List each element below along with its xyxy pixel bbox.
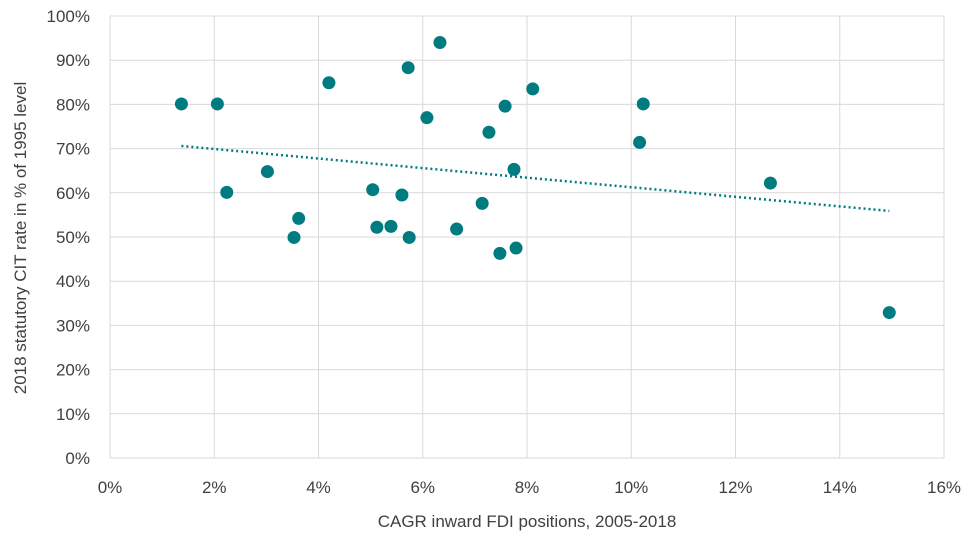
data-points bbox=[174, 36, 896, 320]
data-point bbox=[370, 220, 384, 234]
y-tick-label: 20% bbox=[56, 361, 90, 380]
data-point bbox=[210, 97, 224, 111]
data-point bbox=[260, 165, 274, 179]
y-tick-label: 0% bbox=[65, 449, 90, 468]
y-tick-label: 10% bbox=[56, 405, 90, 424]
tick-labels: 0% 10% 20% 30% 40% 50% 60% 70% 80% 90% 100% 0% 2% 4% 6… bbox=[47, 7, 962, 497]
x-tick-label: 12% bbox=[718, 478, 752, 497]
y-tick-label: 90% bbox=[56, 51, 90, 70]
data-point bbox=[882, 306, 896, 320]
x-tick-label: 2% bbox=[202, 478, 227, 497]
data-point bbox=[395, 188, 409, 202]
data-point bbox=[482, 125, 496, 139]
x-tick-label: 0% bbox=[98, 478, 123, 497]
x-tick-label: 8% bbox=[515, 478, 540, 497]
x-axis-title: CAGR inward FDI positions, 2005-2018 bbox=[378, 512, 677, 531]
y-tick-label: 50% bbox=[56, 228, 90, 247]
x-tick-label: 10% bbox=[614, 478, 648, 497]
data-point bbox=[526, 82, 540, 96]
y-tick-label: 70% bbox=[56, 140, 90, 159]
data-point bbox=[763, 176, 777, 190]
data-point bbox=[174, 97, 188, 111]
data-point bbox=[433, 36, 447, 50]
x-tick-label: 4% bbox=[306, 478, 331, 497]
x-tick-label: 16% bbox=[927, 478, 961, 497]
data-point bbox=[507, 162, 521, 176]
x-tick-label: 6% bbox=[410, 478, 435, 497]
trendline-layer bbox=[181, 144, 890, 213]
data-point bbox=[498, 99, 512, 113]
data-point bbox=[509, 241, 523, 255]
y-tick-label: 80% bbox=[56, 95, 90, 114]
data-point bbox=[402, 230, 416, 244]
y-axis-title: 2018 statutory CIT rate in % of 1995 lev… bbox=[11, 82, 30, 394]
data-point bbox=[384, 219, 398, 233]
y-tick-label: 100% bbox=[47, 7, 90, 26]
x-tick-label: 14% bbox=[823, 478, 857, 497]
gridlines bbox=[109, 15, 945, 459]
y-tick-label: 60% bbox=[56, 184, 90, 203]
trendline bbox=[181, 144, 890, 213]
data-point bbox=[475, 196, 489, 210]
data-point bbox=[292, 211, 306, 225]
data-point bbox=[493, 246, 507, 260]
data-point bbox=[636, 97, 650, 111]
data-point bbox=[420, 111, 434, 125]
data-point bbox=[401, 61, 415, 75]
data-point bbox=[287, 230, 301, 244]
data-point bbox=[450, 222, 464, 236]
y-tick-label: 30% bbox=[56, 316, 90, 335]
data-point bbox=[633, 135, 647, 149]
data-point bbox=[220, 185, 234, 199]
data-point bbox=[322, 76, 336, 90]
data-point bbox=[366, 183, 380, 197]
y-tick-label: 40% bbox=[56, 272, 90, 291]
